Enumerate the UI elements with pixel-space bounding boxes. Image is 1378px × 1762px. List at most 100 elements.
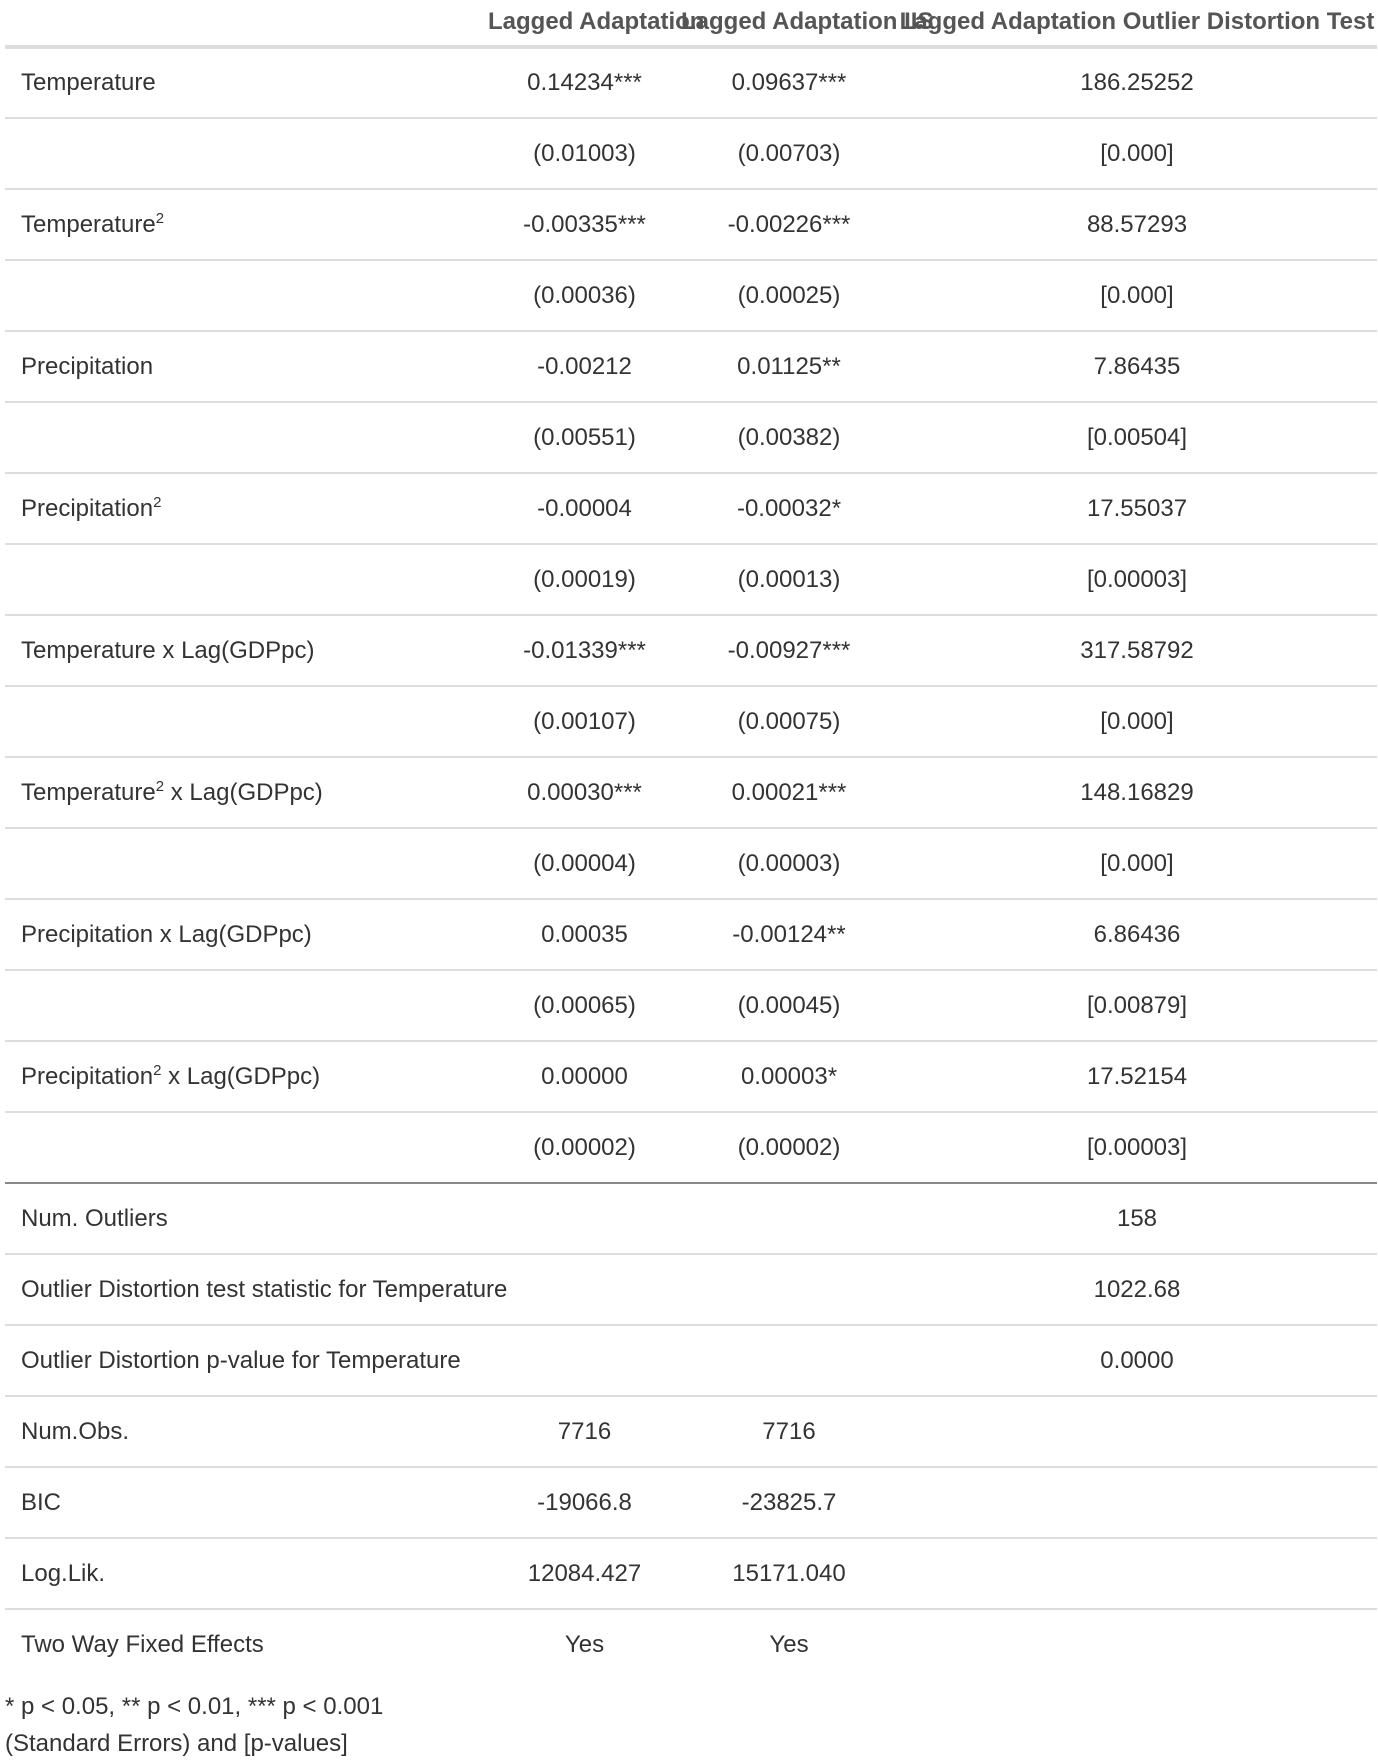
- value-cell: -0.00335***: [488, 188, 681, 260]
- row-label-cell: Log.Lik.: [5, 1537, 488, 1609]
- row-label-cell: Temperature2: [5, 188, 488, 260]
- value-cell: 317.58792: [897, 614, 1377, 686]
- value-cell: (0.00036): [488, 259, 681, 331]
- regression-table-page: Lagged Adaptation Lagged Adaptation IIS …: [5, 0, 1377, 1757]
- row-label: BIC: [21, 1488, 62, 1516]
- value-cell: (0.00703): [681, 117, 897, 189]
- table-row-coefficient: Precipitation -0.00212 0.01125** 7.86435: [5, 330, 1377, 402]
- value-cell: 12084.427: [488, 1537, 681, 1609]
- squared-superscript: 2: [153, 493, 162, 511]
- value-cell: 158: [897, 1182, 1377, 1254]
- table-row-standard-error: (0.01003) (0.00703) [0.000]: [5, 117, 1377, 189]
- value-cell: 0.00035: [488, 898, 681, 970]
- row-label-cell: Precipitation x Lag(GDPpc): [5, 898, 488, 970]
- value-cell: [0.000]: [897, 827, 1377, 899]
- value-cell: [488, 1182, 681, 1254]
- row-label-suffix: x Lag(GDPpc): [164, 778, 323, 806]
- table-row-standard-error: (0.00036) (0.00025) [0.000]: [5, 259, 1377, 331]
- table-row-coefficient: Temperature x Lag(GDPpc) -0.01339*** -0.00…: [5, 614, 1377, 686]
- row-label-cell: Temperature: [5, 47, 488, 118]
- row-label-cell: [5, 969, 488, 1041]
- table-row-standard-error: (0.00019) (0.00013) [0.00003]: [5, 543, 1377, 615]
- value-cell: 0.09637***: [731, 69, 847, 96]
- value-cell: (0.00075): [681, 685, 897, 757]
- header-cell-lagged-adaptation: Lagged Adaptation: [488, 0, 704, 49]
- value-cell: (0.00004): [488, 827, 681, 899]
- value-cell: (0.00003): [681, 827, 897, 899]
- row-label-cell: Temperature2 x Lag(GDPpc): [5, 756, 488, 828]
- value-cell: 7.86435: [897, 330, 1377, 402]
- value-cell: 0.14234***: [527, 69, 642, 96]
- value-cell: [0.000]: [897, 259, 1377, 331]
- row-label-cell: Precipitation2: [5, 472, 488, 544]
- row-label-cell: Num. Outliers: [5, 1182, 488, 1254]
- header-cell-lagged-adaptation-iis: Lagged Adaptation IIS: [681, 0, 933, 49]
- table-row-standard-error: (0.00002) (0.00002) [0.00003]: [5, 1111, 1377, 1183]
- value-cell: -0.01339***: [488, 614, 681, 686]
- value-cell: 17.52154: [897, 1040, 1377, 1112]
- table-row-standard-error: (0.00004) (0.00003) [0.000]: [5, 827, 1377, 899]
- value-cell: -19066.8: [488, 1466, 681, 1538]
- row-label: Temperature: [21, 69, 156, 96]
- row-label-cell: [5, 117, 488, 189]
- value-cell: 186.25252: [1080, 69, 1194, 96]
- row-label-cell: BIC: [5, 1466, 488, 1538]
- table-row-statistic: Num.Obs. 7716 7716: [5, 1395, 1377, 1467]
- header-row: Lagged Adaptation Lagged Adaptation IIS …: [5, 0, 1377, 49]
- row-label: Num. Outliers: [21, 1204, 168, 1232]
- row-label: Temperature x Lag(GDPpc): [21, 636, 315, 664]
- table-row-coefficient: Precipitation2 -0.00004 -0.00032* 17.55037: [5, 472, 1377, 544]
- value-cell: (0.00013): [681, 543, 897, 615]
- value-cell: 7716: [488, 1395, 681, 1467]
- table-row-statistic: Log.Lik. 12084.427 15171.040: [5, 1537, 1377, 1609]
- value-cell: 0.00000: [488, 1040, 681, 1112]
- table-row-statistic: BIC -19066.8 -23825.7: [5, 1466, 1377, 1538]
- value-cell: -0.00004: [488, 472, 681, 544]
- squared-superscript: 2: [153, 1061, 162, 1079]
- table-row-coefficient: Temperature2 x Lag(GDPpc) 0.00030*** 0.000…: [5, 756, 1377, 828]
- value-cell: Yes: [488, 1608, 681, 1680]
- value-cell: [681, 1324, 897, 1396]
- value-cell: -0.00927***: [681, 614, 897, 686]
- table-body: Temperature 0.14234*** 0.09637*** 186.25252…: [5, 47, 1377, 1680]
- row-label: Temperature: [21, 210, 156, 238]
- header-cell-outlier-distortion-test: Lagged Adaptation Outlier Distortion Tes…: [897, 0, 1377, 49]
- value-cell: [488, 1253, 681, 1325]
- table-row-statistic: Num. Outliers 158: [5, 1182, 1377, 1254]
- value-cell: 7716: [681, 1395, 897, 1467]
- table-row-standard-error: (0.00065) (0.00045) [0.00879]: [5, 969, 1377, 1041]
- row-label: Outlier Distortion p-value for Temperatu…: [21, 1346, 461, 1374]
- table-row-coefficient: Temperature 0.14234*** 0.09637*** 186.25252: [5, 47, 1377, 118]
- row-label-cell: Num.Obs.: [5, 1395, 488, 1467]
- table-row-statistic: Outlier Distortion test statistic for Te…: [5, 1253, 1377, 1325]
- value-cell: [681, 1182, 897, 1254]
- value-cell: 0.00021***: [681, 756, 897, 828]
- regression-table: Lagged Adaptation Lagged Adaptation IIS …: [5, 0, 1377, 1680]
- value-cell: [897, 1466, 1377, 1538]
- value-cell: (0.00045): [681, 969, 897, 1041]
- value-cell: [0.000]: [897, 117, 1377, 189]
- value-cell: [897, 1395, 1377, 1467]
- row-label-cell: [5, 401, 488, 473]
- value-cell: -0.00032*: [681, 472, 897, 544]
- row-label-cell: Outlier Distortion test statistic for Te…: [5, 1253, 507, 1325]
- value-cell: -0.00212: [488, 330, 681, 402]
- squared-superscript: 2: [155, 777, 165, 795]
- value-cell: (0.00107): [488, 685, 681, 757]
- value-cell: [0.00504]: [897, 401, 1377, 473]
- value-cell: -0.00124**: [681, 898, 897, 970]
- value-cell: 6.86436: [897, 898, 1377, 970]
- value-cell: (0.00002): [488, 1111, 681, 1183]
- row-label-suffix: x Lag(GDPpc): [161, 1062, 321, 1090]
- header-cell-blank: [5, 0, 488, 49]
- row-label-cell: Two Way Fixed Effects: [5, 1608, 488, 1680]
- value-cell: (0.00019): [488, 543, 681, 615]
- row-label-cell: [5, 259, 488, 331]
- value-cell: (0.00002): [681, 1111, 897, 1183]
- significance-note: * p < 0.05, ** p < 0.01, *** p < 0.001: [5, 1693, 384, 1720]
- squared-superscript: 2: [155, 209, 165, 227]
- table-notes: * p < 0.05, ** p < 0.01, *** p < 0.001 (…: [5, 1688, 383, 1762]
- value-cell: 148.16829: [897, 756, 1377, 828]
- value-cell: (0.00382): [681, 401, 897, 473]
- value-cell: [0.00879]: [897, 969, 1377, 1041]
